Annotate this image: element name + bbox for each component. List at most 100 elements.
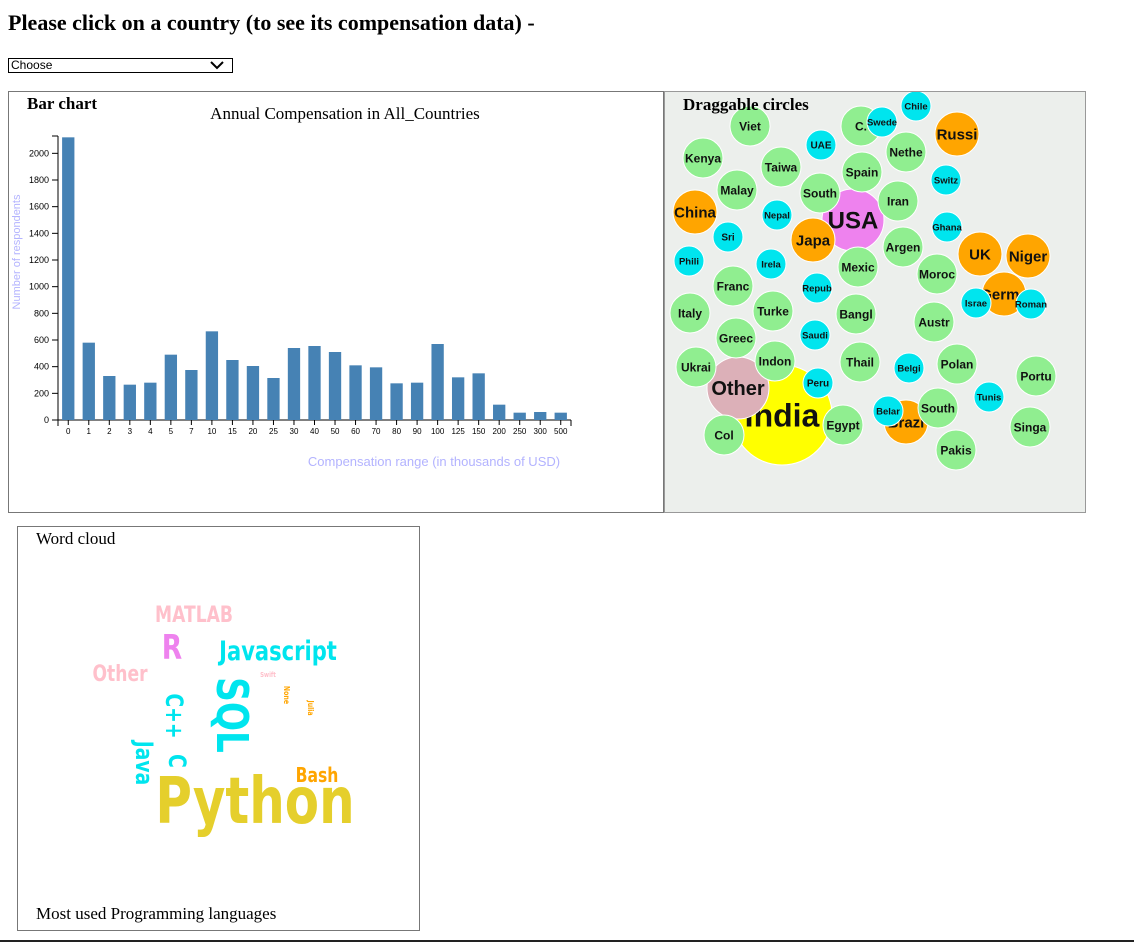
bar[interactable] <box>369 367 383 420</box>
bubble-pakis[interactable]: Pakis <box>935 429 977 471</box>
bar[interactable] <box>123 384 136 420</box>
bubble-ukrai[interactable]: Ukrai <box>675 346 717 388</box>
bubble-belar[interactable]: Belar <box>872 395 904 427</box>
bubble-mexic[interactable]: Mexic <box>837 246 879 288</box>
bubble-circle[interactable] <box>805 129 837 161</box>
bubble-malay[interactable]: Malay <box>716 169 758 211</box>
bubble-spain[interactable]: Spain <box>841 151 883 193</box>
bar[interactable] <box>226 360 239 420</box>
bubble-argen[interactable]: Argen <box>882 226 924 268</box>
bubble-chile[interactable]: Chile <box>900 92 932 122</box>
bubble-moroc[interactable]: Moroc <box>916 253 958 295</box>
bubble-circle[interactable] <box>760 146 802 188</box>
bubble-circle[interactable] <box>703 414 745 456</box>
bubble-circle[interactable] <box>1009 406 1051 448</box>
bubble-circle[interactable] <box>1015 355 1057 397</box>
bubble-circle[interactable] <box>913 301 955 343</box>
bar[interactable] <box>451 377 465 420</box>
bubble-polan[interactable]: Polan <box>936 343 978 385</box>
bubble-circle[interactable] <box>712 221 744 253</box>
bubble-circle[interactable] <box>712 265 754 307</box>
bubble-circle[interactable] <box>931 211 963 243</box>
bubble-greec[interactable]: Greec <box>715 317 757 359</box>
bubble-phili[interactable]: Phili <box>673 245 705 277</box>
bar[interactable] <box>185 370 198 420</box>
bubble-franc[interactable]: Franc <box>712 265 754 307</box>
bubble-irela[interactable]: Irela <box>755 248 787 280</box>
bar[interactable] <box>328 352 342 420</box>
bar[interactable] <box>62 137 75 421</box>
bubble-japa[interactable]: Japa <box>790 217 836 263</box>
bubble-other[interactable]: Other <box>706 356 770 420</box>
bubble-circle[interactable] <box>716 169 758 211</box>
bubble-russi[interactable]: Russi <box>934 111 980 157</box>
bubble-singa[interactable]: Singa <box>1009 406 1051 448</box>
bar[interactable] <box>410 382 424 420</box>
bubble-circle[interactable] <box>801 272 833 304</box>
bubble-indon[interactable]: Indon <box>754 340 796 382</box>
bubble-circle[interactable] <box>900 92 932 122</box>
bar[interactable] <box>103 376 116 420</box>
bar[interactable] <box>308 346 321 420</box>
bubble-nepal[interactable]: Nepal <box>761 199 793 231</box>
bubble-circle[interactable] <box>799 172 841 214</box>
bubble-iran[interactable]: Iran <box>877 180 919 222</box>
bubble-bangl[interactable]: Bangl <box>835 293 877 335</box>
bubble-circle[interactable] <box>715 317 757 359</box>
bubble-circle[interactable] <box>936 343 978 385</box>
bubble-circle[interactable] <box>729 105 771 147</box>
bubble-circle[interactable] <box>755 248 787 280</box>
bar[interactable] <box>472 373 485 420</box>
bubble-roman[interactable]: Roman <box>1015 288 1047 320</box>
bubble-egypt[interactable]: Egypt <box>822 404 864 446</box>
bubble-circle[interactable] <box>1005 233 1051 279</box>
bubble-repub[interactable]: Repub <box>801 272 833 304</box>
bar[interactable] <box>205 331 219 420</box>
bubble-circle[interactable] <box>839 341 881 383</box>
bubble-saudi[interactable]: Saudi <box>799 319 831 351</box>
bubble-south[interactable]: South <box>799 172 841 214</box>
bubble-peru[interactable]: Peru <box>802 367 834 399</box>
bubble-turke[interactable]: Turke <box>752 290 794 332</box>
bar[interactable] <box>349 365 362 420</box>
bubble-circle[interactable] <box>930 164 962 196</box>
bubble-circle[interactable] <box>669 292 711 334</box>
bubble-uae[interactable]: UAE <box>805 129 837 161</box>
bubble-circle[interactable] <box>673 245 705 277</box>
bubble-circle[interactable] <box>675 346 717 388</box>
bubble-taiwa[interactable]: Taiwa <box>760 146 802 188</box>
bar[interactable] <box>164 354 178 420</box>
bubble-circle[interactable] <box>802 367 834 399</box>
bar[interactable] <box>267 378 280 420</box>
country-select[interactable]: Choose <box>8 58 233 73</box>
bubble-circle[interactable] <box>1015 288 1047 320</box>
bubble-tunis[interactable]: Tunis <box>973 381 1005 413</box>
bubble-circle[interactable] <box>957 231 1003 277</box>
bar[interactable] <box>287 348 301 420</box>
bubble-niger[interactable]: Niger <box>1005 233 1051 279</box>
bubble-kenya[interactable]: Kenya <box>682 137 724 179</box>
bubble-israe[interactable]: Israe <box>960 287 992 319</box>
bar[interactable] <box>82 342 95 420</box>
bubble-circle[interactable] <box>893 352 925 384</box>
bar[interactable] <box>390 383 403 420</box>
bar[interactable] <box>493 404 506 420</box>
bubble-portu[interactable]: Portu <box>1015 355 1057 397</box>
bubble-circle[interactable] <box>960 287 992 319</box>
bubble-circle[interactable] <box>790 217 836 263</box>
bubble-circle[interactable] <box>761 199 793 231</box>
bar[interactable] <box>144 382 157 420</box>
bubble-circle[interactable] <box>866 106 898 138</box>
bubble-circle[interactable] <box>935 429 977 471</box>
bubble-circle[interactable] <box>885 131 927 173</box>
bubble-sri[interactable]: Sri <box>712 221 744 253</box>
bubble-ghana[interactable]: Ghana <box>931 211 963 243</box>
bubble-circle[interactable] <box>672 189 718 235</box>
bubble-italy[interactable]: Italy <box>669 292 711 334</box>
bubble-circle[interactable] <box>841 151 883 193</box>
bubble-circle[interactable] <box>917 387 959 429</box>
bubble-circle[interactable] <box>822 404 864 446</box>
bubble-viet[interactable]: Viet <box>729 105 771 147</box>
bubble-thail[interactable]: Thail <box>839 341 881 383</box>
bar[interactable] <box>513 412 526 420</box>
